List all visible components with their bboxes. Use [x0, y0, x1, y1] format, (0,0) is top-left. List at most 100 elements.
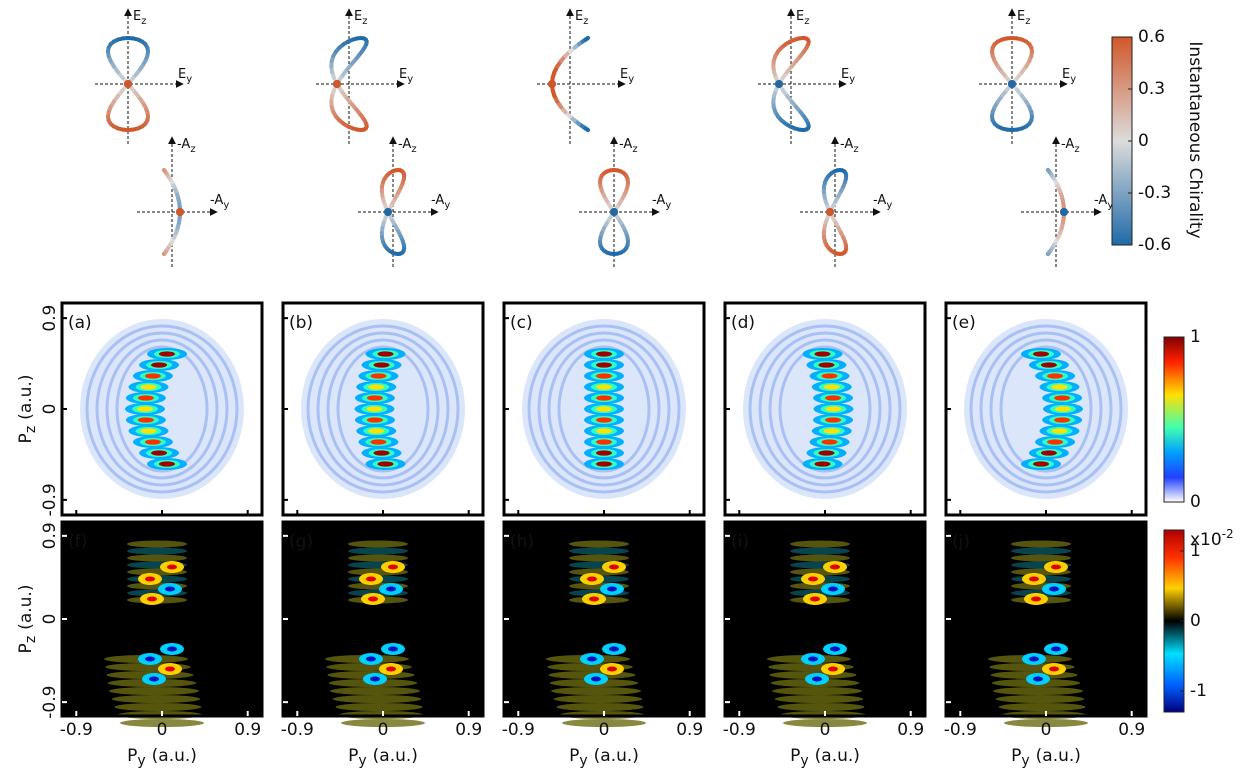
panel [946, 522, 1146, 727]
colorbar-tick-label: 0 [1138, 131, 1149, 151]
x-tick-label: 0 [1041, 720, 1052, 740]
x-axis-label-sub: y [137, 753, 145, 769]
x-axis-label-main: P [127, 746, 137, 766]
field-label-sub: y [186, 74, 192, 85]
density-blob [370, 439, 386, 444]
field-label: -Ay [431, 193, 450, 212]
density-blob [822, 439, 838, 444]
field-label: -Ay [652, 193, 671, 212]
curve-arrowhead [1008, 80, 1016, 88]
difference-core [591, 677, 601, 682]
difference-core [808, 657, 818, 662]
panel [62, 303, 262, 515]
field-label: Ey [841, 67, 855, 86]
x-axis-label-unit: (a.u.) [373, 746, 418, 766]
density-blob [378, 351, 394, 356]
difference-core [808, 577, 818, 582]
field-label-sub: z [804, 16, 809, 27]
difference-core [147, 597, 157, 602]
difference-blob [348, 548, 408, 555]
panel [62, 522, 262, 727]
density-blob [824, 428, 840, 433]
field-label-main: -A [840, 137, 853, 152]
field-label: -Ay [873, 193, 892, 212]
difference-blob [1011, 548, 1071, 555]
density-blob [378, 461, 394, 466]
panel-label: (g) [289, 532, 313, 552]
difference-blob [333, 695, 422, 703]
field-label: Ez [796, 9, 809, 28]
field-label: -Ay [1094, 193, 1113, 212]
density-blob [1054, 395, 1070, 400]
field-label: Ez [575, 9, 588, 28]
x-axis-label: Py(a.u.) [569, 746, 639, 769]
density-blob [374, 450, 390, 455]
x-axis-label-unit: (a.u.) [152, 746, 197, 766]
x-tick-label: 0.9 [234, 720, 261, 740]
panel-label: (d) [731, 313, 755, 333]
y-axis-label-main: P [16, 643, 36, 653]
density-blob [596, 351, 612, 356]
panel-label: (a) [68, 313, 92, 333]
difference-blob [551, 687, 641, 695]
panel-label: (h) [510, 532, 534, 552]
y-axis-label: Pz(a.u.) [16, 375, 39, 444]
panel-label: (e) [952, 313, 976, 333]
density-blob [596, 439, 612, 444]
colorbar-tick-label: -0.3 [1138, 183, 1171, 203]
difference-core [830, 565, 840, 570]
x-axis-label-sub: y [358, 753, 366, 769]
difference-blob [554, 695, 643, 703]
y-tick-label: -0.9 [40, 483, 60, 516]
colorbar-tick-label: 0.6 [1138, 27, 1165, 47]
difference-blob [569, 548, 629, 555]
x-tick-label: -0.9 [502, 720, 535, 740]
difference-blob [112, 695, 201, 703]
field-label-sub: y [628, 74, 634, 85]
field-label-main: -A [177, 137, 190, 152]
field-label: Ey [399, 67, 413, 86]
density-blob [141, 428, 157, 433]
difference-core [609, 647, 619, 652]
panel [504, 522, 704, 727]
difference-blob [790, 555, 850, 562]
density-blob [825, 417, 841, 422]
y-axis-label-unit: (a.u.) [16, 375, 36, 420]
density-blob [596, 461, 612, 466]
difference-core [1033, 677, 1043, 682]
field-label-sub: z [1074, 144, 1079, 155]
density-blob [151, 362, 167, 367]
x-tick-label: -0.9 [944, 720, 977, 740]
field-label-sub: z [1025, 16, 1030, 27]
density-blob [825, 395, 841, 400]
difference-blob [999, 703, 1086, 711]
difference-core [1051, 565, 1061, 570]
field-label-sub: z [853, 144, 858, 155]
x-axis-label-main: P [790, 746, 800, 766]
curve-arrowhead [333, 80, 341, 88]
field-label: -Ay [210, 193, 229, 212]
density-blob [1055, 406, 1071, 411]
density-blob [826, 406, 842, 411]
y-axis-label-unit: (a.u.) [16, 585, 36, 630]
density-blob [596, 395, 612, 400]
difference-core [812, 677, 822, 682]
x-tick-label: 0 [820, 720, 831, 740]
x-tick-label: 0.9 [455, 720, 482, 740]
density-blob [596, 428, 612, 433]
difference-core [145, 657, 155, 662]
density-blob [159, 351, 175, 356]
field-label-main: E [1017, 9, 1025, 24]
field-label-sub: z [141, 16, 146, 27]
x-tick-label: 0 [599, 720, 610, 740]
field-label-sub: y [223, 200, 229, 211]
field-label: Ez [1017, 9, 1030, 28]
x-axis-label-main: P [348, 746, 358, 766]
density-blob [596, 450, 612, 455]
panel-label: (j) [952, 532, 970, 552]
curve-arrowhead [124, 80, 132, 88]
difference-core [1049, 667, 1059, 672]
difference-blob [330, 687, 420, 695]
difference-core [145, 577, 155, 582]
